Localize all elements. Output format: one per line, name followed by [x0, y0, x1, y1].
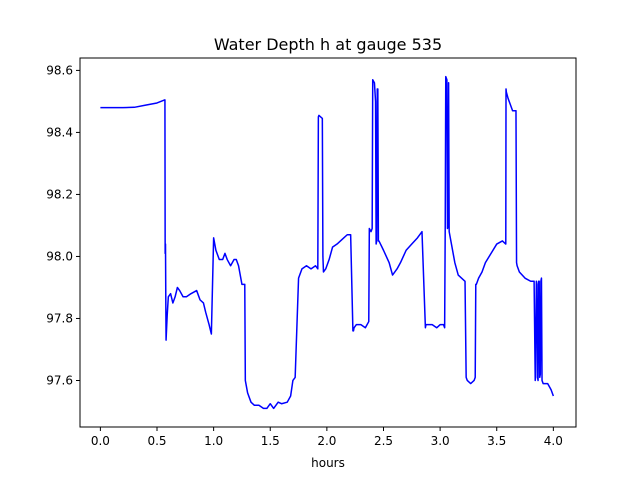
x-axis-label: hours [311, 456, 345, 470]
y-tick-label: 98.6 [46, 63, 73, 77]
x-axis-ticks: 0.0 0.5 1.0 1.5 2.0 2.5 3.0 3.5 4.0 [91, 427, 563, 448]
x-tick-label: 3.0 [431, 434, 450, 448]
y-tick-label: 98.2 [46, 187, 73, 201]
y-axis-ticks: 97.6 97.8 98.0 98.2 98.4 98.6 [46, 63, 80, 387]
x-tick-label: 4.0 [544, 434, 563, 448]
y-tick-label: 98.0 [46, 249, 73, 263]
x-tick-label: 2.5 [374, 434, 393, 448]
x-tick-label: 2.0 [317, 434, 336, 448]
y-tick-label: 97.8 [46, 311, 73, 325]
x-tick-label: 1.5 [261, 434, 280, 448]
x-tick-label: 3.5 [487, 434, 506, 448]
plot-area: 0.0 0.5 1.0 1.5 2.0 2.5 3.0 3.5 4.0 97.6 97.8 98.0… [46, 57, 577, 448]
x-tick-label: 1.0 [204, 434, 223, 448]
x-tick-label: 0.5 [147, 434, 166, 448]
x-tick-label: 0.0 [91, 434, 110, 448]
series-line-0 [100, 75, 555, 410]
chart-title: Water Depth h at gauge 535 [214, 35, 442, 54]
y-tick-label: 97.6 [46, 373, 73, 387]
data-layer [100, 75, 555, 410]
y-tick-label: 98.4 [46, 125, 73, 139]
axes-frame [79, 57, 577, 428]
